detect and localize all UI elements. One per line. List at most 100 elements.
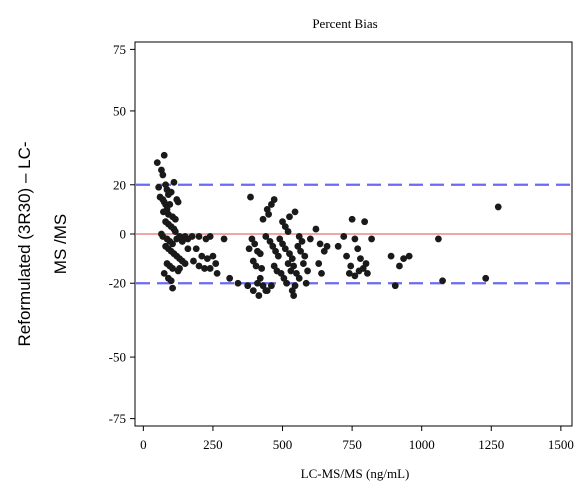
data-point	[267, 282, 275, 290]
data-point	[265, 210, 273, 218]
data-point	[160, 269, 168, 277]
data-point	[276, 235, 284, 243]
data-point	[181, 260, 189, 267]
x-tick-label: 1000	[409, 437, 435, 452]
data-point	[171, 228, 179, 235]
data-point	[249, 257, 257, 265]
data-point	[247, 193, 254, 201]
data-point	[213, 269, 221, 277]
data-point	[270, 196, 278, 203]
data-point	[248, 235, 256, 243]
data-point	[287, 267, 295, 275]
data-point	[279, 240, 286, 248]
data-point	[359, 265, 367, 272]
data-point	[357, 255, 364, 263]
data-point	[281, 223, 289, 231]
x-tick-label: 1250	[478, 437, 504, 452]
data-point	[251, 240, 259, 248]
data-point	[318, 269, 325, 277]
data-point	[256, 250, 264, 258]
data-point	[286, 213, 293, 221]
data-point	[212, 260, 220, 267]
y-tick-label: -20	[109, 276, 126, 291]
data-point	[290, 292, 298, 299]
data-point	[176, 233, 183, 240]
data-point	[312, 225, 320, 233]
data-point	[198, 252, 206, 260]
data-point	[263, 287, 271, 295]
y-tick-label: 0	[120, 227, 127, 242]
data-point	[291, 282, 299, 290]
data-point	[258, 265, 266, 272]
data-point	[347, 262, 355, 270]
data-point	[302, 279, 310, 287]
y-axis-label-line-1: Reformulated (3R30) – LC-	[15, 141, 34, 346]
data-point	[301, 252, 309, 260]
data-point	[184, 245, 192, 253]
data-point	[259, 282, 267, 290]
data-point	[206, 265, 214, 272]
data-point	[249, 287, 257, 295]
data-point	[391, 282, 399, 290]
x-axis-label: LC-MS/MS (ng/mL)	[301, 466, 410, 481]
data-point	[255, 292, 263, 299]
data-point	[195, 233, 203, 240]
data-point	[259, 215, 267, 223]
data-point	[348, 215, 356, 223]
data-point	[160, 151, 168, 159]
data-point	[277, 269, 285, 277]
data-point	[262, 233, 270, 240]
y-tick-label: 50	[113, 103, 126, 118]
data-point	[270, 262, 278, 270]
data-point	[169, 265, 176, 272]
data-point	[188, 233, 196, 240]
data-point	[176, 265, 183, 272]
data-point	[396, 262, 403, 270]
data-point	[291, 208, 299, 216]
data-point	[203, 255, 211, 263]
y-axis-label-line-2: MS /MS	[51, 214, 70, 274]
y-axis-ticks: 75 50 20 0 -20 -50 -75	[109, 42, 135, 426]
data-point	[316, 240, 324, 248]
data-point	[252, 262, 260, 270]
y-tick-label: 20	[113, 177, 126, 192]
data-point	[220, 235, 228, 243]
data-point	[361, 218, 369, 226]
data-point	[254, 279, 261, 287]
data-point	[351, 235, 359, 243]
data-point	[234, 279, 242, 287]
data-point	[167, 223, 175, 231]
data-point	[226, 274, 234, 282]
data-point	[245, 245, 253, 253]
data-point	[283, 279, 291, 287]
y-tick-label: -50	[109, 350, 126, 365]
x-tick-label: 500	[273, 437, 293, 452]
y-axis-label: Reformulated (3R30) – LC- MS /MS	[15, 141, 70, 346]
y-tick-label: 75	[113, 42, 126, 57]
data-point	[482, 274, 490, 282]
data-point	[279, 218, 286, 226]
data-point	[387, 252, 395, 260]
data-point	[174, 198, 182, 206]
data-point	[155, 183, 163, 191]
data-point	[364, 269, 371, 277]
y-tick-label: -75	[109, 411, 126, 426]
data-point	[345, 269, 353, 277]
data-point	[201, 265, 208, 272]
data-point	[169, 284, 176, 292]
data-point	[439, 277, 446, 285]
data-point	[266, 237, 274, 245]
data-point	[297, 247, 305, 255]
data-point	[340, 233, 348, 240]
data-point	[209, 252, 217, 260]
data-point	[274, 252, 282, 260]
data-point	[286, 250, 293, 258]
data-point	[206, 233, 214, 240]
data-point	[267, 201, 275, 208]
data-points	[153, 151, 502, 299]
data-point	[494, 203, 502, 211]
data-point	[351, 272, 359, 280]
data-point	[343, 252, 350, 260]
data-point	[334, 242, 342, 250]
